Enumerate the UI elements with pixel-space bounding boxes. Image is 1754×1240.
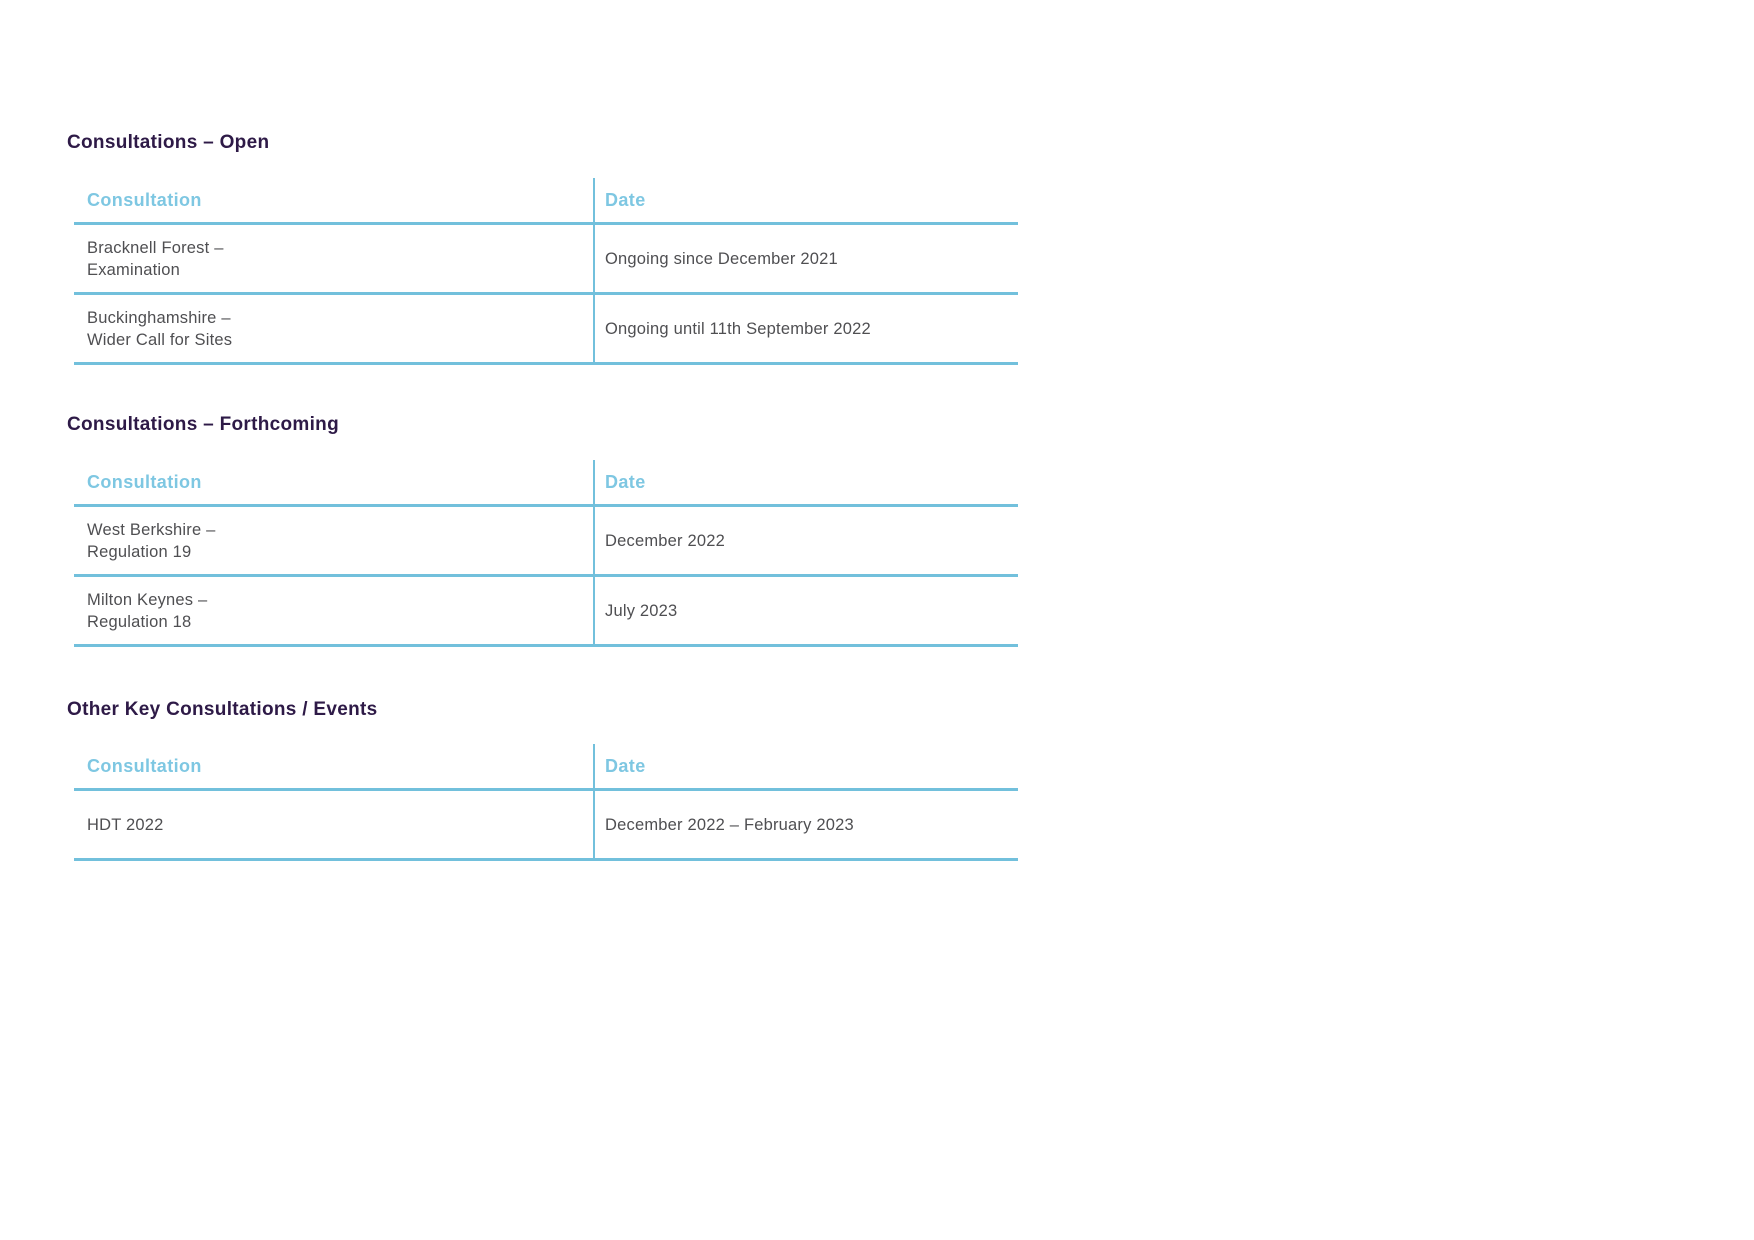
column-header-consultation-label: Consultation bbox=[87, 189, 202, 210]
table-header-row: Consultation Date bbox=[74, 744, 1018, 791]
date-cell-text: December 2022 bbox=[605, 531, 726, 550]
consultation-cell: Milton Keynes – Regulation 18 bbox=[74, 577, 593, 644]
consultation-cell-line: Bracknell Forest – bbox=[87, 238, 224, 257]
section-title-consultations-forthcoming: Consultations – Forthcoming bbox=[67, 414, 339, 435]
date-cell: July 2023 bbox=[593, 577, 1018, 644]
date-cell-text: Ongoing until 11th September 2022 bbox=[605, 319, 871, 338]
date-cell-text: December 2022 – February 2023 bbox=[605, 815, 854, 834]
date-cell: Ongoing since December 2021 bbox=[593, 225, 1018, 292]
table-row: Bracknell Forest – Examination Ongoing s… bbox=[74, 225, 1018, 295]
date-cell-text: Ongoing since December 2021 bbox=[605, 249, 838, 268]
column-header-date-label: Date bbox=[605, 755, 646, 776]
consultations-forthcoming-table: Consultation Date West Berkshire – Regul… bbox=[74, 460, 1018, 647]
column-header-consultation: Consultation bbox=[74, 460, 593, 504]
other-key-consultations-table: Consultation Date HDT 2022 December 2022… bbox=[74, 744, 1018, 861]
column-header-date-label: Date bbox=[605, 189, 646, 210]
consultation-cell: West Berkshire – Regulation 19 bbox=[74, 507, 593, 574]
column-header-date-label: Date bbox=[605, 471, 646, 492]
table-row: Milton Keynes – Regulation 18 July 2023 bbox=[74, 577, 1018, 647]
date-cell-text: July 2023 bbox=[605, 601, 678, 620]
table-header-row: Consultation Date bbox=[74, 460, 1018, 507]
date-cell: December 2022 bbox=[593, 507, 1018, 574]
consultation-cell-line: HDT 2022 bbox=[87, 815, 164, 834]
column-header-consultation-label: Consultation bbox=[87, 755, 202, 776]
consultation-cell-line: West Berkshire – bbox=[87, 520, 216, 539]
consultations-open-table: Consultation Date Bracknell Forest – Exa… bbox=[74, 178, 1018, 365]
column-header-consultation: Consultation bbox=[74, 178, 593, 222]
table-row: HDT 2022 December 2022 – February 2023 bbox=[74, 791, 1018, 861]
section-title-consultations-open: Consultations – Open bbox=[67, 132, 270, 153]
column-header-date: Date bbox=[593, 460, 1018, 504]
column-header-consultation: Consultation bbox=[74, 744, 593, 788]
column-header-consultation-label: Consultation bbox=[87, 471, 202, 492]
consultation-cell-line: Examination bbox=[87, 260, 180, 279]
consultation-cell-line: Regulation 19 bbox=[87, 542, 192, 561]
column-header-date: Date bbox=[593, 744, 1018, 788]
table-row: Buckinghamshire – Wider Call for Sites O… bbox=[74, 295, 1018, 365]
table-header-row: Consultation Date bbox=[74, 178, 1018, 225]
date-cell: December 2022 – February 2023 bbox=[593, 791, 1018, 858]
consultation-cell-line: Buckinghamshire – bbox=[87, 308, 231, 327]
consultation-cell-line: Wider Call for Sites bbox=[87, 330, 233, 349]
consultation-cell-line: Milton Keynes – bbox=[87, 590, 208, 609]
consultation-cell: HDT 2022 bbox=[74, 791, 593, 858]
consultation-cell: Bracknell Forest – Examination bbox=[74, 225, 593, 292]
column-header-date: Date bbox=[593, 178, 1018, 222]
consultation-cell-line: Regulation 18 bbox=[87, 612, 192, 631]
section-title-other-key-consultations: Other Key Consultations / Events bbox=[67, 699, 378, 720]
consultation-cell: Buckinghamshire – Wider Call for Sites bbox=[74, 295, 593, 362]
date-cell: Ongoing until 11th September 2022 bbox=[593, 295, 1018, 362]
table-row: West Berkshire – Regulation 19 December … bbox=[74, 507, 1018, 577]
